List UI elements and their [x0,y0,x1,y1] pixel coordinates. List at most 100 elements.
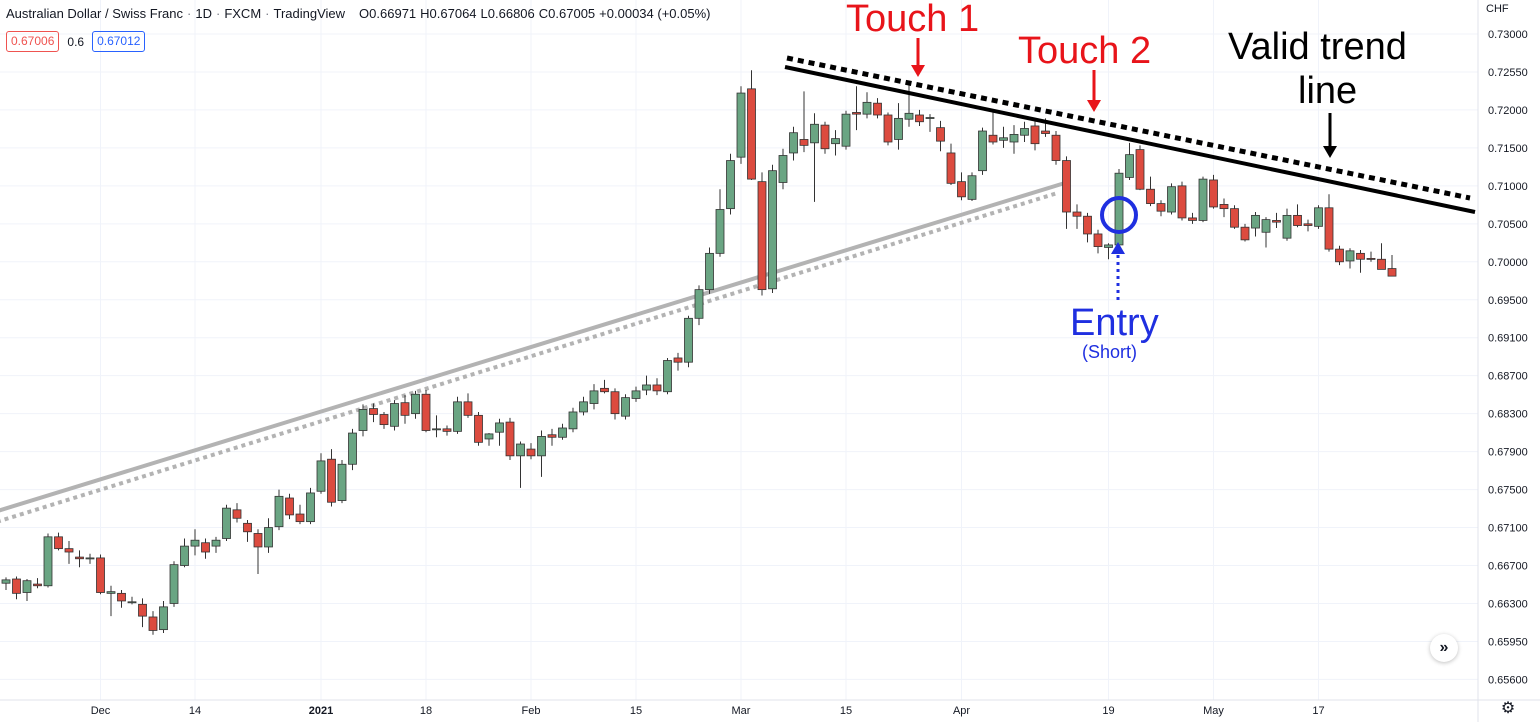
y-tick-label: 0.67100 [1488,523,1528,535]
candle-body [1020,128,1029,136]
candle-body [600,387,609,393]
candle-body [946,152,956,184]
candle-body [757,181,767,291]
currency-label[interactable]: CHF [1486,3,1509,15]
y-tick-label: 0.65600 [1488,674,1528,686]
candle-body [1272,220,1281,223]
y-tick-label: 0.65950 [1488,636,1528,648]
candle-body [106,591,116,594]
valid-trend-label-line1: Valid trend [1228,26,1407,68]
bid-price-button[interactable]: 0.67006 [6,31,60,52]
candle-body [810,123,819,144]
candle-body [820,124,830,150]
resistance-trend-line [784,65,1476,214]
candle-body [1188,217,1197,221]
x-tick-label: 2021 [309,705,333,717]
candle-body [1240,226,1250,241]
candle-body [988,134,998,143]
symbol-name[interactable]: Australian Dollar / Swiss Franc [6,6,183,21]
candle-body [673,357,683,363]
ohlc-change: +0.00034 (+0.05%) [599,6,711,21]
ask-price-button[interactable]: 0.67012 [92,31,146,52]
candle-body [715,209,725,254]
x-tick-label: 15 [630,705,642,717]
candle-body [96,557,105,593]
candle-body [1366,258,1376,260]
touch1-label: Touch 1 [846,0,980,40]
y-tick-label: 0.68300 [1488,409,1528,421]
candle-body [1219,204,1229,210]
x-tick-label: 18 [420,705,432,717]
candle-body [411,393,420,415]
candle-body [631,390,641,399]
candle-body [1261,219,1271,233]
candle-body [211,539,221,547]
candle-body [663,360,672,393]
candle-body [295,513,305,523]
touch2-label: Touch 2 [1018,30,1152,72]
candle-body [1125,154,1134,178]
candle-body [85,557,95,560]
candle-body [159,606,168,631]
candle-body [568,411,578,430]
candle-body [505,421,515,457]
x-tick-label: 19 [1102,705,1114,717]
candle-body [537,436,546,457]
candle-body [1177,185,1187,219]
y-tick-label: 0.72000 [1488,105,1528,117]
candle-body [831,138,840,145]
touch1-arrow-head [911,65,925,77]
candle-body [1387,268,1397,277]
candle-body [201,542,210,553]
ohlc-low: L0.66806 [480,6,535,21]
candle-body [873,102,882,116]
y-tick-label: 0.68700 [1488,371,1528,383]
candle-body [495,422,504,433]
x-tick-label: 17 [1312,705,1324,717]
candle-body [1282,214,1292,239]
candle-body [390,403,399,427]
y-tick-label: 0.69500 [1488,295,1528,307]
platform-name: TradingView [273,6,346,21]
interval-label[interactable]: 1D [195,6,212,21]
y-tick-label: 0.66700 [1488,561,1528,573]
candle-body [463,401,473,416]
x-tick-label: Dec [91,705,111,717]
candle-body [579,401,588,413]
candle-body [1251,214,1260,229]
candle-body [1135,149,1145,190]
candle-body [967,175,977,200]
candle-body [64,548,74,553]
x-tick-label: May [1203,705,1224,717]
candle-body [684,317,693,363]
y-tick-label: 0.67500 [1488,485,1528,497]
candle-body [43,536,53,587]
candle-body [264,527,273,548]
gear-icon[interactable]: ⚙ [1500,700,1516,717]
x-tick-label: Apr [953,705,970,717]
candle-body [1335,248,1344,263]
candle-body [1377,258,1386,270]
candle-body [621,397,630,417]
support-trend-line-dotted [0,191,1057,523]
entry-sub-label: (Short) [1082,342,1138,362]
candle-body [747,88,756,180]
candle-body [1051,134,1061,161]
candle-body [1093,233,1103,248]
entry-circle [1100,196,1138,234]
candle-body [306,492,315,523]
candle-body [1230,208,1239,228]
candle-body [1356,252,1365,260]
candle-body [421,393,431,431]
candle-body [768,170,777,290]
candle-body [547,434,557,438]
double-chevron-right-icon[interactable]: » [1430,634,1458,662]
candle-body [936,127,945,142]
candle-body [54,536,63,550]
candle-body [484,433,494,440]
candle-body [117,592,126,602]
candle-body [1072,211,1082,217]
candle-body [33,583,42,587]
